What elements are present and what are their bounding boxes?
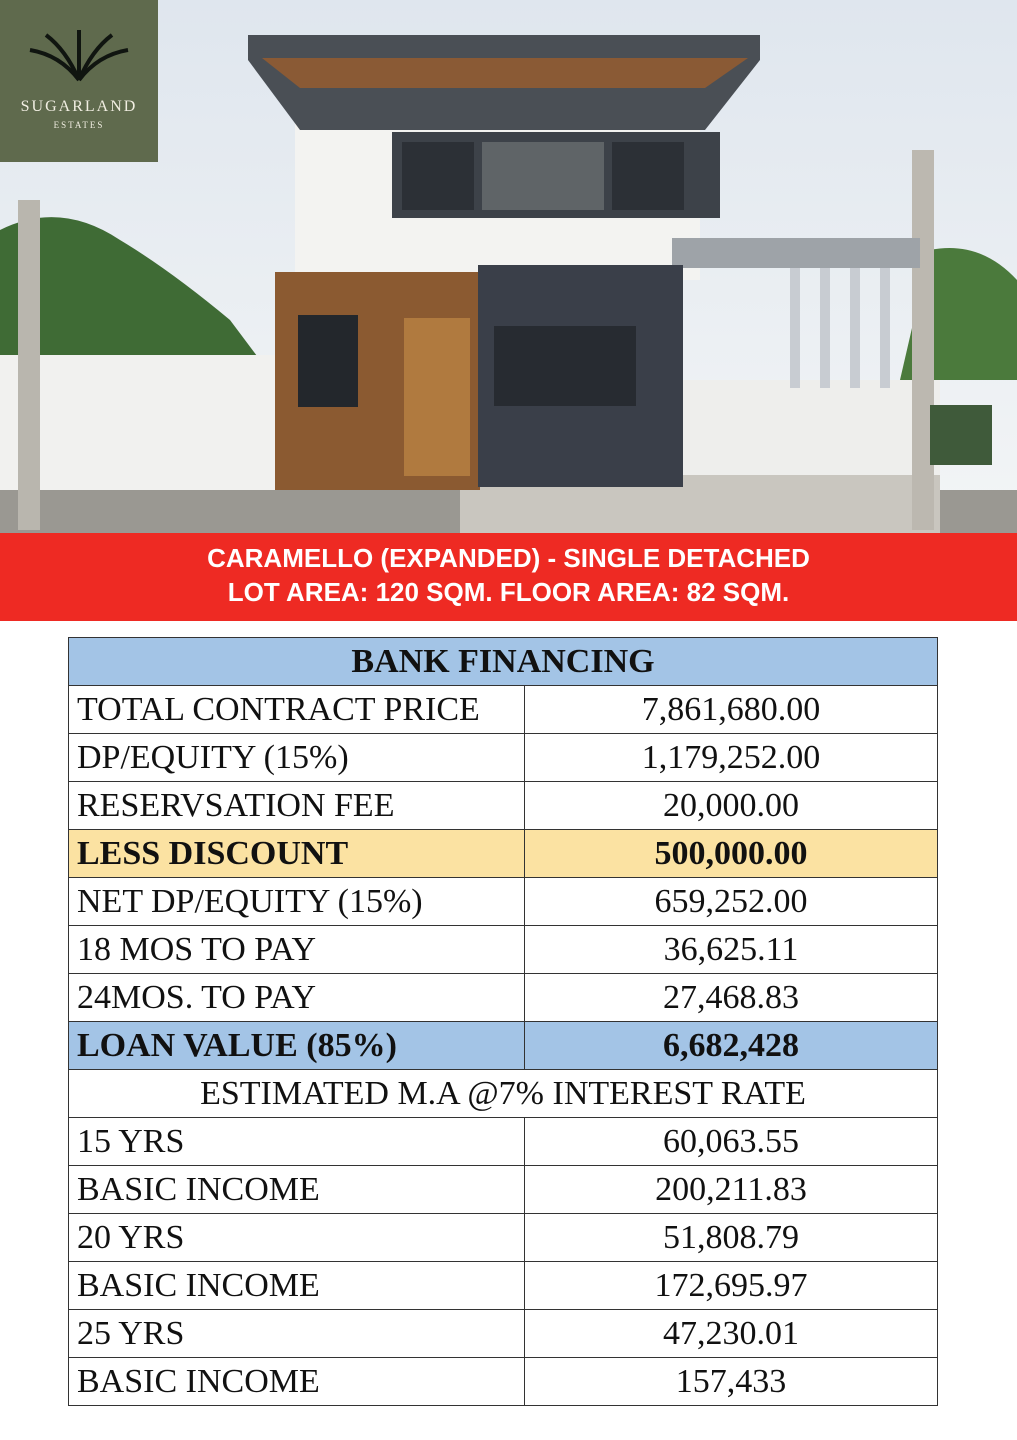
row-label: BASIC INCOME (68, 1165, 525, 1214)
banner: CARAMELLO (EXPANDED) - SINGLE DETACHED L… (0, 533, 1017, 621)
row-label: 18 MOS TO PAY (68, 925, 525, 974)
table-row: BASIC INCOME 200,211.83 (68, 1165, 938, 1214)
row-value: 157,433 (524, 1357, 938, 1406)
row-value: 60,063.55 (524, 1117, 938, 1166)
row-label: 25 YRS (68, 1309, 525, 1358)
table-row: LESS DISCOUNT 500,000.00 (68, 829, 938, 878)
financing-table: BANK FINANCING TOTAL CONTRACT PRICE 7,861… (68, 637, 938, 1406)
table-row: DP/EQUITY (15%) 1,179,252.00 (68, 733, 938, 782)
row-value: 47,230.01 (524, 1309, 938, 1358)
row-label: DP/EQUITY (15%) (68, 733, 525, 782)
row-value: 1,179,252.00 (524, 733, 938, 782)
table-row: 20 YRS 51,808.79 (68, 1213, 938, 1262)
row-label: TOTAL CONTRACT PRICE (68, 685, 525, 734)
row-value: 36,625.11 (524, 925, 938, 974)
row-value: 27,468.83 (524, 973, 938, 1022)
row-value: 500,000.00 (524, 829, 938, 878)
table-row: TOTAL CONTRACT PRICE 7,861,680.00 (68, 685, 938, 734)
table-row: BASIC INCOME 172,695.97 (68, 1261, 938, 1310)
row-label: 20 YRS (68, 1213, 525, 1262)
table-subheader: ESTIMATED M.A @7% INTEREST RATE (68, 1069, 938, 1118)
logo: SUGARLAND ESTATES (0, 0, 158, 162)
table-row: RESERVSATION FEE 20,000.00 (68, 781, 938, 830)
table-subheader-row: ESTIMATED M.A @7% INTEREST RATE (68, 1069, 938, 1118)
table-row: LOAN VALUE (85%) 6,682,428 (68, 1021, 938, 1070)
table-title: BANK FINANCING (68, 637, 938, 686)
banner-line: CARAMELLO (EXPANDED) - SINGLE DETACHED (207, 543, 810, 573)
row-label: 15 YRS (68, 1117, 525, 1166)
logo-sub: ESTATES (53, 120, 105, 130)
row-label: BASIC INCOME (68, 1261, 525, 1310)
table-row: 15 YRS 60,063.55 (68, 1117, 938, 1166)
row-value: 51,808.79 (524, 1213, 938, 1262)
row-label: LESS DISCOUNT (68, 829, 525, 878)
logo-icon (29, 30, 129, 82)
row-value: 20,000.00 (524, 781, 938, 830)
table-row: BASIC INCOME 157,433 (68, 1357, 938, 1406)
logo-name: SUGARLAND (20, 98, 138, 115)
row-value: 6,682,428 (524, 1021, 938, 1070)
row-value: 172,695.97 (524, 1261, 938, 1310)
row-value: 7,861,680.00 (524, 685, 938, 734)
table-body: BANK FINANCING TOTAL CONTRACT PRICE 7,861… (68, 637, 938, 1406)
table-row: 25 YRS 47,230.01 (68, 1309, 938, 1358)
row-label: NET DP/EQUITY (15%) (68, 877, 525, 926)
row-value: 659,252.00 (524, 877, 938, 926)
table-row: NET DP/EQUITY (15%) 659,252.00 (68, 877, 938, 926)
row-label: RESERVSATION FEE (68, 781, 525, 830)
table-row: 24MOS. TO PAY 27,468.83 (68, 973, 938, 1022)
table-title-row: BANK FINANCING (68, 637, 938, 686)
row-value: 200,211.83 (524, 1165, 938, 1214)
banner-line: LOT AREA: 120 SQM. FLOOR AREA: 82 SQM. (227, 577, 790, 607)
row-label: 24MOS. TO PAY (68, 973, 525, 1022)
house-photo (0, 0, 1017, 533)
row-label: BASIC INCOME (68, 1357, 525, 1406)
table-row: 18 MOS TO PAY 36,625.11 (68, 925, 938, 974)
row-label: LOAN VALUE (85%) (68, 1021, 525, 1070)
